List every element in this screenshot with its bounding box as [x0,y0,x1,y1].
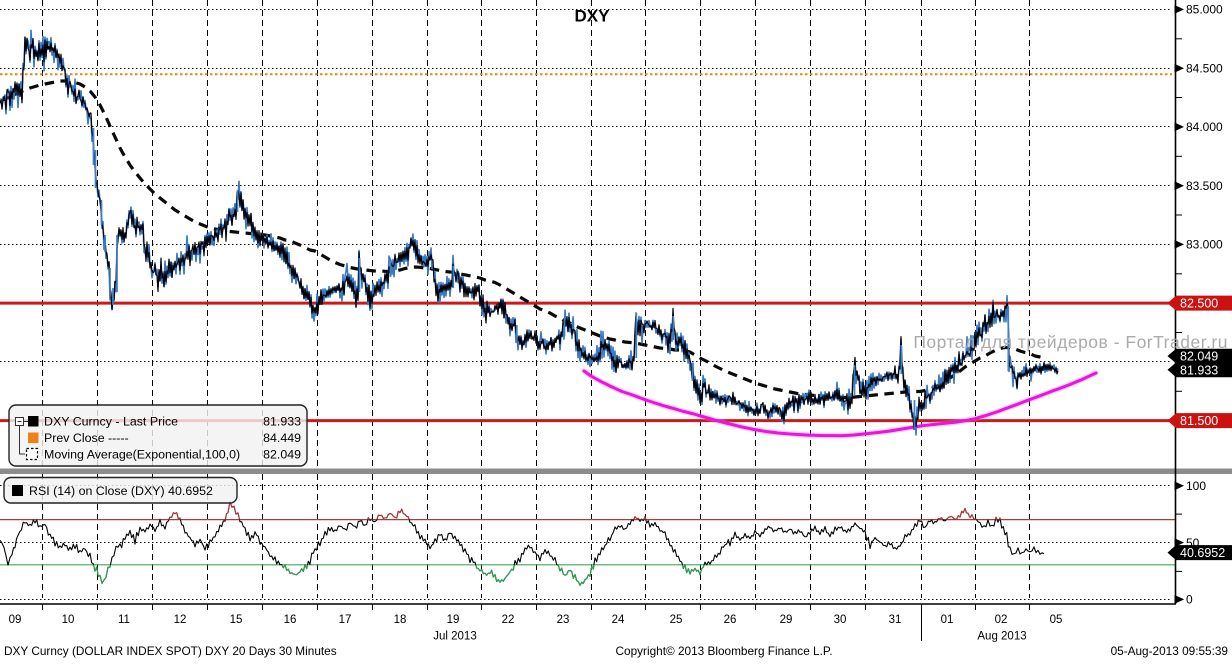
svg-text:Jul 2013: Jul 2013 [433,631,476,643]
svg-text:12: 12 [174,614,187,626]
svg-text:17: 17 [339,614,352,626]
svg-text:83.000: 83.000 [1186,238,1223,252]
svg-text:26: 26 [724,614,737,626]
svg-text:84.449: 84.449 [263,431,301,445]
svg-text:81.933: 81.933 [263,415,301,429]
svg-text:DXY Curncy - Last Price: DXY Curncy - Last Price [44,415,178,429]
svg-text:84.000: 84.000 [1186,120,1223,134]
svg-text:82.500: 82.500 [1180,297,1218,311]
svg-text:24: 24 [612,614,625,626]
svg-text:16: 16 [284,614,297,626]
svg-text:40.6952: 40.6952 [1180,546,1225,560]
svg-text:02: 02 [995,614,1008,626]
svg-text:100: 100 [1186,479,1206,493]
svg-text:85.000: 85.000 [1186,3,1223,17]
svg-text:82.049: 82.049 [1180,349,1218,363]
svg-text:81.933: 81.933 [1180,363,1218,377]
svg-text:09: 09 [9,614,22,626]
svg-text:DXY: DXY [575,7,611,26]
svg-text:11: 11 [118,614,130,626]
svg-text:RSI (14) on Close (DXY) 40.69: RSI (14) on Close (DXY) 40.6952 [29,484,213,498]
svg-text:25: 25 [670,614,683,626]
svg-text:0: 0 [1186,593,1193,607]
svg-text:Портал для трейдеров - ForTrad: Портал для трейдеров - ForTrader.ru [913,332,1228,352]
svg-text:Moving Average(Exponential,100: Moving Average(Exponential,100,0) [44,447,240,461]
svg-text:Copyright© 2013 Bloomberg Fina: Copyright© 2013 Bloomberg Finance L.P. [615,644,832,658]
svg-text:05: 05 [1050,614,1063,626]
svg-text:19: 19 [447,614,460,626]
svg-text:Prev Close -----: Prev Close ----- [44,431,129,445]
svg-text:10: 10 [62,614,75,626]
svg-text:31: 31 [889,614,902,626]
svg-text:84.500: 84.500 [1186,61,1223,75]
svg-text:DXY Curncy (DOLLAR INDEX SPOT): DXY Curncy (DOLLAR INDEX SPOT) DXY 20 Da… [4,644,337,658]
svg-text:15: 15 [230,614,243,626]
svg-text:23: 23 [557,614,570,626]
svg-text:81.500: 81.500 [1180,414,1218,428]
svg-text:05-Aug-2013 09:55:39: 05-Aug-2013 09:55:39 [1111,644,1228,658]
svg-text:30: 30 [834,614,847,626]
svg-text:83.500: 83.500 [1186,179,1223,193]
svg-text:22: 22 [502,614,515,626]
svg-text:82.049: 82.049 [263,447,301,461]
svg-text:18: 18 [394,614,407,626]
svg-text:29: 29 [780,614,793,626]
svg-text:Aug 2013: Aug 2013 [977,631,1026,643]
svg-text:01: 01 [941,614,954,626]
